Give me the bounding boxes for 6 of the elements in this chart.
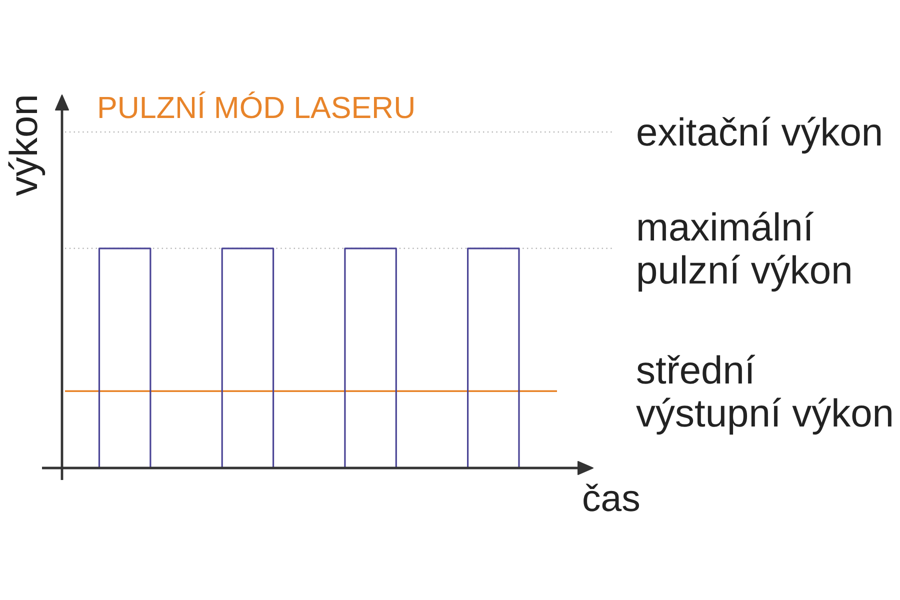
ref-line-label: střední výstupní výkon: [636, 349, 894, 436]
chart-title: PULZNÍ MÓD LASERU: [97, 91, 416, 125]
y-axis-title: výkon: [3, 94, 46, 196]
ref-line-label: exitační výkon: [636, 112, 884, 155]
x-axis-title: čas: [582, 477, 640, 519]
ref-line-label: maximální pulzní výkon: [636, 206, 853, 293]
